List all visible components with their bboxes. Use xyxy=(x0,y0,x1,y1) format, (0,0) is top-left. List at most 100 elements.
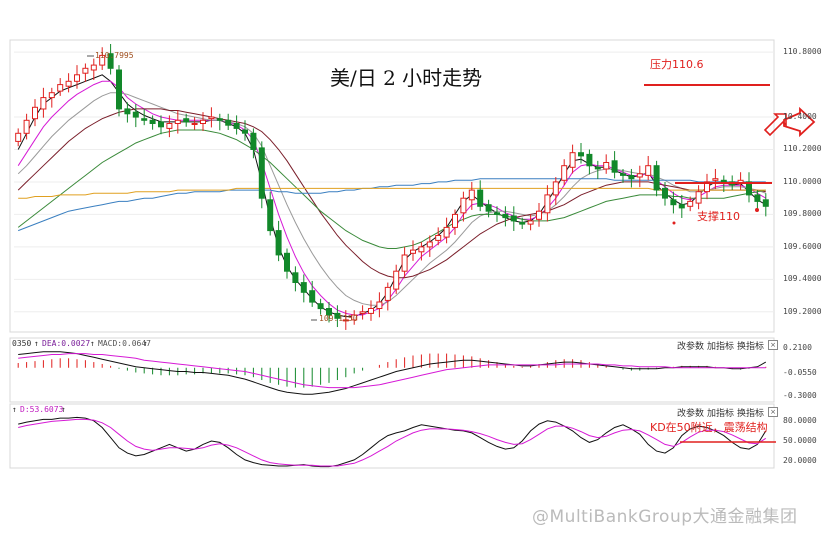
candle-body xyxy=(586,153,593,167)
candle-body xyxy=(544,194,551,214)
y-tick-label: 109.2000 xyxy=(783,306,822,316)
candle-body xyxy=(452,213,458,228)
candle-body xyxy=(519,222,526,225)
candle-body xyxy=(23,119,30,134)
candle-body xyxy=(653,165,660,191)
kd-close-icon[interactable]: × xyxy=(768,407,778,417)
macd-dea-value: DEA:0.0027 xyxy=(42,339,91,348)
candle-body xyxy=(384,286,391,301)
y-tick-label: 10.4000 xyxy=(783,112,817,122)
kd-d-value: D:53.6073 xyxy=(20,405,64,414)
macd-panel-frame xyxy=(9,337,775,403)
candle-body xyxy=(435,235,442,241)
candle-body xyxy=(326,308,332,316)
candle-body xyxy=(57,84,64,92)
candle-body xyxy=(695,191,702,204)
candle-body xyxy=(191,123,198,125)
watermark: @MultiBankGroup大通金融集团 xyxy=(532,507,798,527)
candle-body xyxy=(275,230,282,256)
candle-body xyxy=(116,69,122,110)
candle-body xyxy=(225,119,232,126)
candle-body xyxy=(636,173,643,178)
y-tick-label: 110.0000 xyxy=(783,176,822,186)
macd-y-tick-label: -0.3000 xyxy=(783,391,817,401)
candle-body xyxy=(65,80,72,87)
candle-body xyxy=(460,197,467,214)
y-tick-label: 109.6000 xyxy=(783,241,822,251)
macd-y-tick-label: 0.2100 xyxy=(783,342,812,352)
kd-y-tick-label: 50.0000 xyxy=(783,436,817,445)
candle-body xyxy=(32,106,38,120)
main-panel-frame xyxy=(9,39,775,333)
macd-add-indicator-button[interactable]: 加指标 xyxy=(707,342,735,352)
candle-body xyxy=(754,194,761,202)
candle-body xyxy=(569,152,576,168)
candle-body xyxy=(536,210,542,220)
candle-body xyxy=(216,118,223,121)
macd-switch-indicator-button[interactable]: 换指标 xyxy=(737,342,765,352)
y-tick-label: 109.8000 xyxy=(783,209,822,219)
candle-body xyxy=(258,147,265,199)
candle-body xyxy=(166,123,173,129)
candle-body xyxy=(670,199,677,206)
kd-y-tick-label: 20.0000 xyxy=(783,456,817,466)
candle-body xyxy=(292,272,299,283)
candle-body xyxy=(267,199,274,232)
candle-body xyxy=(300,282,307,293)
candle-body xyxy=(334,312,341,319)
candle-body xyxy=(401,254,408,272)
kd-y-tick-label: 80.0000 xyxy=(783,415,817,425)
candle-body xyxy=(174,119,181,125)
candle-body xyxy=(477,189,484,207)
candle-body xyxy=(74,74,80,82)
macd-up-arrow-icon: ↑ xyxy=(34,339,39,348)
moving-average-line xyxy=(17,108,766,279)
candle-body xyxy=(746,181,752,196)
candle-body xyxy=(603,162,610,170)
candle-body xyxy=(82,67,89,74)
signal-dot xyxy=(755,208,759,212)
candle-body xyxy=(443,226,450,238)
candle-body xyxy=(418,246,425,253)
candle-body xyxy=(250,132,257,151)
macd-change-params-button[interactable]: 改参数 xyxy=(677,342,705,352)
kd-change-params-button[interactable]: 改参数 xyxy=(677,409,705,419)
support-label: 支撑110 xyxy=(697,210,740,223)
candle-body xyxy=(107,53,114,69)
kd-k-line xyxy=(18,416,767,468)
arrow-up-right-icon xyxy=(763,113,787,137)
candle-body xyxy=(183,118,190,123)
macd-dea-line xyxy=(18,353,766,389)
candle-body xyxy=(351,314,358,321)
kd-add-indicator-button[interactable]: 加指标 xyxy=(707,409,735,419)
kd-arrow-icon-2: ↑ xyxy=(61,405,66,414)
candle-body xyxy=(40,97,47,110)
arrow-right-icon xyxy=(783,106,816,138)
candle-body xyxy=(141,118,148,121)
candle-body xyxy=(342,319,349,322)
candle-body xyxy=(233,123,240,129)
kd-switch-indicator-button[interactable]: 换指标 xyxy=(737,409,765,419)
candle-body xyxy=(645,165,652,176)
candle-body xyxy=(485,204,492,212)
candle-body xyxy=(594,166,601,170)
low-price-label: 109.1150 xyxy=(319,314,358,323)
y-tick-label: 109.4000 xyxy=(783,274,822,284)
kd-d-line xyxy=(18,418,767,467)
candle-body xyxy=(426,241,433,248)
candle-body xyxy=(620,173,626,176)
candle-body xyxy=(712,178,719,181)
candle-body xyxy=(158,121,164,128)
candle-body xyxy=(410,249,416,254)
macd-dif-line xyxy=(18,351,767,395)
candle-body xyxy=(662,187,668,199)
candle-body xyxy=(720,179,727,183)
macd-close-icon[interactable]: × xyxy=(768,340,778,350)
moving-average-line xyxy=(17,129,766,249)
candle-body xyxy=(578,152,584,157)
kd-panel-frame xyxy=(9,403,775,469)
macd-y-tick-label: -0.0550 xyxy=(783,367,817,377)
candle-body xyxy=(200,119,206,125)
